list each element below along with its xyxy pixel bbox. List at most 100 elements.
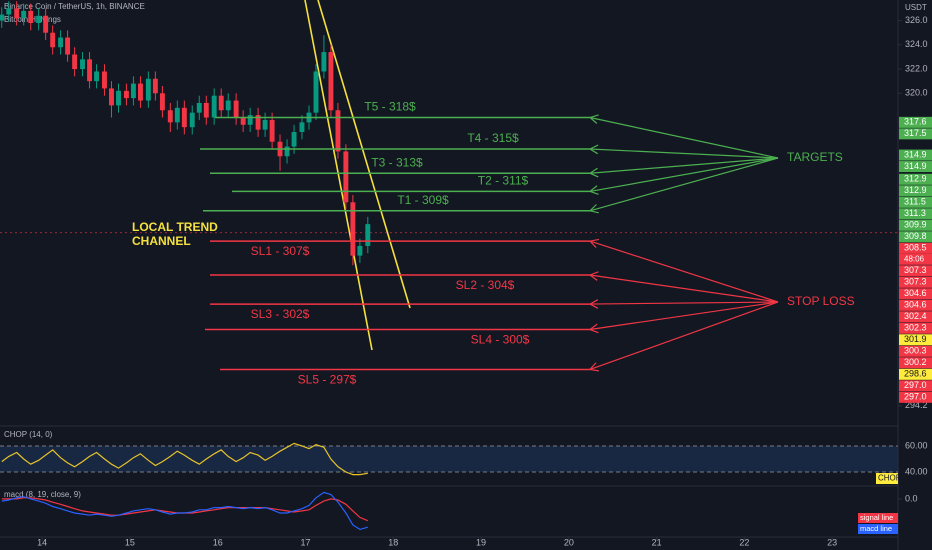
price-tag-label: 312.9 (904, 174, 927, 184)
candle-body (203, 102, 209, 118)
arrow-line (589, 240, 779, 303)
arrow-head (588, 271, 599, 281)
y-tick-label: 40.00 (905, 466, 928, 476)
price-tag (899, 231, 932, 243)
price-tag (899, 161, 932, 173)
legend-label: macd line (860, 524, 892, 533)
price-tag-label: 304.6 (904, 300, 927, 310)
candle-body (65, 37, 71, 55)
candle-body (80, 59, 85, 70)
candle-body (130, 83, 136, 99)
price-tag-label: 307.3 (904, 265, 927, 275)
price-tag (899, 265, 932, 277)
price-tag (899, 288, 932, 300)
price-tag (899, 357, 932, 369)
chop-tag-label: CHOP (878, 474, 901, 483)
candle-body (36, 15, 42, 24)
x-tick-label: 18 (388, 537, 398, 547)
chop-band (0, 445, 898, 473)
price-tag (899, 391, 932, 403)
price-tag-label: 311.3 (904, 208, 926, 218)
candle-body (299, 122, 305, 133)
arrow-line (589, 301, 779, 305)
annotation-group-label: STOP LOSS (787, 294, 855, 308)
candle-body (313, 71, 319, 113)
price-tag (899, 116, 932, 128)
legend-label: signal line (860, 513, 893, 522)
level-label: T5 - 318$ (364, 100, 416, 114)
level-label: T2 - 311$ (478, 174, 529, 188)
x-tick-label: 20 (564, 537, 574, 547)
candle-body (6, 8, 12, 15)
arrow-head (588, 114, 599, 124)
arrow-line (589, 148, 779, 159)
y-tick-label: 322.0 (905, 63, 928, 73)
countdown-tag (899, 253, 932, 265)
candle-body (50, 32, 56, 48)
price-tag (899, 380, 932, 392)
x-tick-label: 15 (125, 537, 135, 547)
currency: USDT (905, 3, 927, 12)
candle-body (0, 14, 5, 21)
candle-body (72, 54, 78, 70)
chart-title: Binance Coin / TetherUS, 1h, BINANCE (4, 2, 145, 11)
price-tag (899, 334, 932, 346)
candle-body (109, 88, 114, 106)
price-tag (899, 185, 932, 197)
candle-body (247, 115, 253, 125)
candle-body (321, 52, 327, 72)
candle-body (137, 83, 143, 101)
arrow-line (589, 157, 779, 192)
price-tag (899, 173, 932, 185)
price-tag-label: 298.6 (904, 369, 927, 379)
price-tag-label: 301.9 (904, 334, 927, 344)
candle-body (152, 78, 158, 94)
chop-line (1, 442, 368, 476)
price-tag (899, 242, 932, 254)
arrow-head (588, 167, 599, 178)
candle-body (291, 132, 297, 147)
candle-body (21, 10, 27, 19)
x-tick-label: 22 (739, 537, 749, 547)
channel-label: CHANNEL (132, 234, 191, 248)
level-label: T1 - 309$ (397, 193, 449, 207)
candle-body (43, 15, 49, 33)
channel-label: LOCAL TREND (132, 220, 218, 234)
candle-body (58, 37, 64, 48)
arrow-line (589, 116, 779, 159)
candle-body (116, 90, 121, 106)
y-tick-label: 0.0 (905, 493, 918, 503)
price-tag-label: 302.4 (904, 311, 927, 321)
legend-tag (858, 524, 898, 534)
level-label: SL3 - 302$ (251, 307, 310, 321)
price-tag-label: 302.3 (904, 323, 927, 333)
price-tag-label: 317.6 (904, 117, 927, 127)
price-tag (899, 208, 932, 220)
candle-body (335, 110, 341, 152)
level-label: T3 - 313$ (371, 155, 423, 169)
y-tick-label: 294.2 (905, 400, 928, 410)
x-tick-label: 14 (37, 537, 47, 547)
price-tag-label: 300.2 (904, 357, 927, 367)
candle-body (328, 52, 334, 111)
candle-body (174, 107, 180, 123)
price-tag-label: 309.8 (904, 231, 927, 241)
price-tag (899, 311, 932, 323)
arrow-line (589, 157, 779, 212)
price-tag-label: 297.0 (904, 392, 927, 402)
price-tag-label: 309.9 (904, 220, 927, 230)
chop-title: CHOP (14, 0) (4, 430, 53, 439)
price-tag-label: 297.0 (904, 380, 927, 390)
candle-body (218, 95, 224, 111)
candle-body (284, 146, 290, 157)
candle-body (87, 59, 92, 82)
y-tick-label: 326.0 (905, 15, 928, 25)
macd-title: macd (8, 19, close, 9) (4, 490, 81, 499)
candle-body (233, 100, 239, 118)
candle-body (357, 245, 363, 256)
price-tag (899, 196, 932, 208)
candle-body (159, 93, 165, 111)
x-tick-label: 21 (652, 537, 662, 547)
price-tag (899, 128, 932, 140)
